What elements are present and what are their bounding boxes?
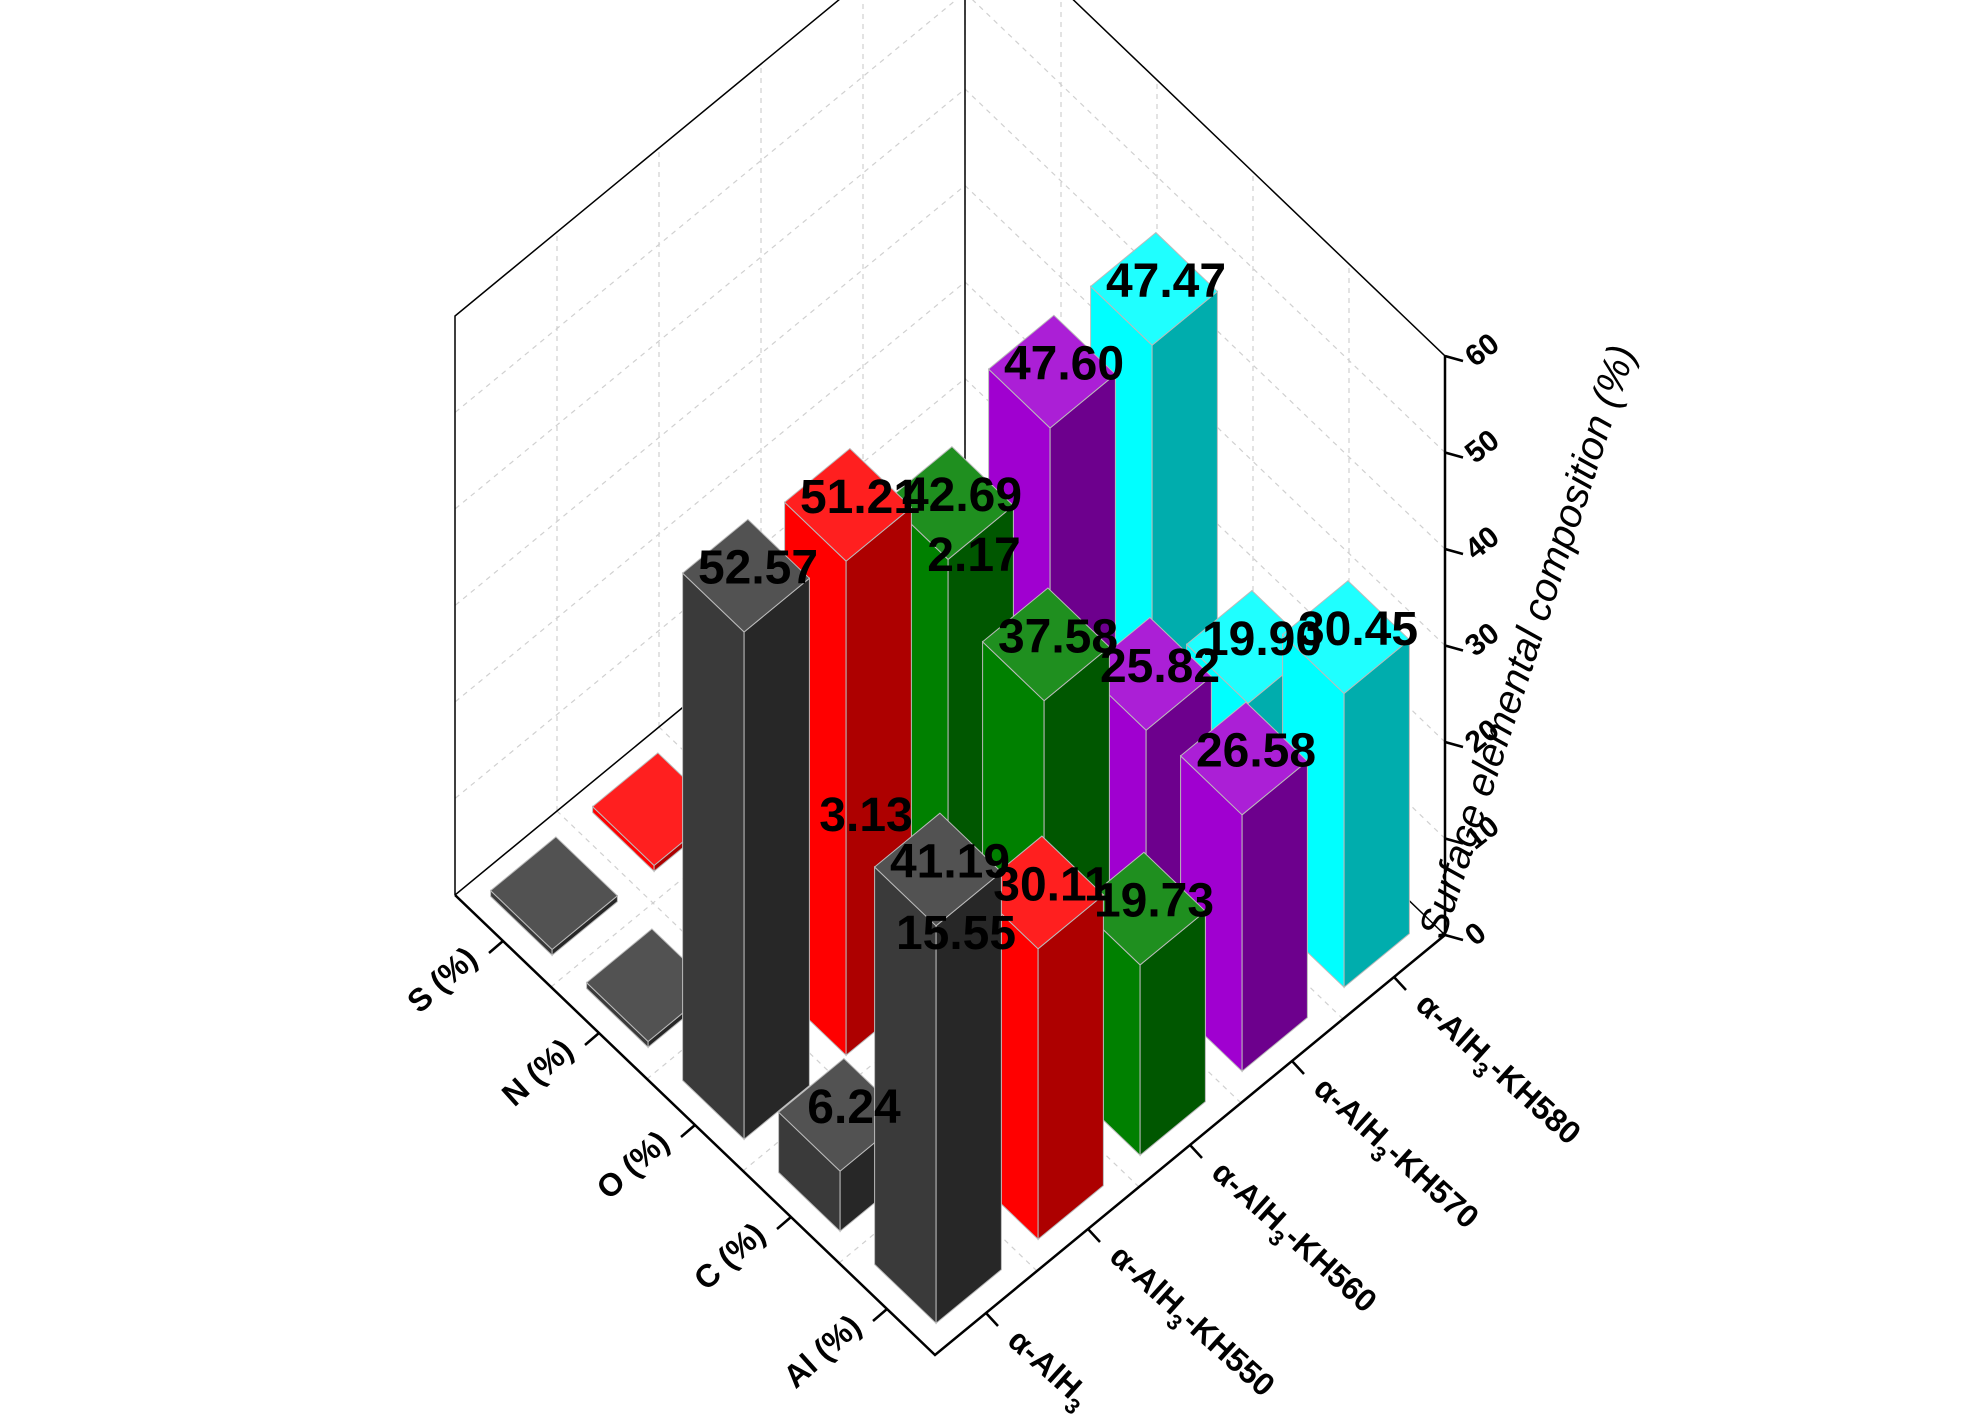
element-axis-label: Al (%) bbox=[776, 1307, 867, 1394]
z-grid-line bbox=[454, 0, 1446, 357]
chart-bars bbox=[489, 231, 1411, 1325]
bar-face-right bbox=[1037, 893, 1104, 1241]
bar-face-top bbox=[873, 812, 1003, 927]
bar-value-label: 42.69 bbox=[902, 469, 1022, 522]
bar-face-top bbox=[987, 314, 1117, 429]
sample-axis-label: α-AlH3-KH550 bbox=[1098, 1237, 1282, 1409]
bar-value-label: 37.58 bbox=[998, 610, 1118, 663]
sample-axis-label: α-AlH3-KH560 bbox=[1200, 1153, 1384, 1325]
sample-tick-mark bbox=[1087, 1228, 1101, 1243]
z-grid-line bbox=[454, 0, 1446, 453]
bar-value-label: 6.24 bbox=[807, 1081, 901, 1134]
element-tick-mark bbox=[776, 1216, 792, 1230]
bar-value-label: 25.82 bbox=[1100, 640, 1220, 693]
z-tick-label: 30 bbox=[1459, 616, 1506, 663]
z-tick-mark bbox=[1444, 837, 1464, 845]
z-tick-mark bbox=[1444, 740, 1464, 749]
element-axis-label: O (%) bbox=[590, 1123, 676, 1206]
z-tick-label: 0 bbox=[1459, 916, 1492, 952]
bar-o-sample-0 bbox=[681, 518, 811, 1141]
bar-value-label: 30.45 bbox=[1298, 603, 1418, 656]
element-axis-label: N (%) bbox=[495, 1031, 580, 1112]
z-tick-mark bbox=[1444, 644, 1464, 652]
bar-value-label: 19.90 bbox=[1202, 613, 1322, 666]
bar-value-label: 30.11 bbox=[993, 858, 1110, 911]
bar-face-top bbox=[783, 447, 913, 562]
sample-tick-mark bbox=[1189, 1144, 1203, 1159]
z-tick-mark bbox=[1444, 451, 1464, 459]
sample-tick-mark bbox=[985, 1312, 999, 1327]
bar-value-label: 3.13 bbox=[819, 789, 912, 842]
sample-tick-mark bbox=[1393, 976, 1407, 991]
bar-value-label: 15.55 bbox=[896, 907, 1016, 960]
element-axis-label: C (%) bbox=[687, 1215, 772, 1296]
bar-value-label: 47.47 bbox=[1106, 255, 1226, 308]
bar-value-label: 2.17 bbox=[927, 529, 1020, 582]
element-tick-mark bbox=[680, 1124, 696, 1138]
bar-al-sample-0 bbox=[873, 812, 1003, 1325]
bar-face-top bbox=[1179, 701, 1309, 816]
z-tick-label: 40 bbox=[1459, 520, 1506, 567]
bar-s-sample-0 bbox=[489, 836, 619, 957]
floor-front-axes bbox=[454, 894, 1446, 1357]
bar-value-label: 52.57 bbox=[698, 542, 818, 595]
bar-face-left bbox=[682, 571, 745, 1141]
bar-face-right bbox=[1343, 638, 1410, 989]
z-tick-label: 50 bbox=[1459, 423, 1506, 470]
z-tick-mark bbox=[1444, 933, 1464, 942]
bar-face-right bbox=[1241, 760, 1308, 1073]
sample-axis-label: α-AlH3 bbox=[996, 1321, 1098, 1417]
bar-value-label: 51.21 bbox=[800, 471, 920, 524]
sample-axis-label: α-AlH3-KH570 bbox=[1302, 1069, 1486, 1241]
bar-value-label: 41.19 bbox=[890, 836, 1010, 889]
bar-face-top bbox=[981, 587, 1111, 702]
element-axis-label: S (%) bbox=[400, 939, 484, 1019]
z-tick-label: 60 bbox=[1459, 327, 1506, 374]
z-tick-mark bbox=[1444, 547, 1464, 556]
bar-value-label: 26.58 bbox=[1196, 725, 1316, 778]
bar-face-right bbox=[743, 577, 810, 1141]
sample-axis-label: α-AlH3-KH580 bbox=[1404, 985, 1588, 1157]
element-tick-mark bbox=[872, 1308, 888, 1322]
bar-face-top bbox=[489, 836, 619, 951]
sample-tick-mark bbox=[1291, 1060, 1305, 1075]
element-tick-mark bbox=[488, 940, 504, 954]
bar-face-top bbox=[681, 518, 811, 633]
bar-face-top bbox=[1089, 231, 1219, 346]
bar-value-label: 47.60 bbox=[1004, 338, 1124, 391]
bar-value-label: 19.73 bbox=[1094, 875, 1214, 928]
element-tick-mark bbox=[584, 1032, 600, 1046]
z-tick-mark bbox=[1444, 354, 1464, 363]
bar-face-top bbox=[1281, 580, 1411, 695]
